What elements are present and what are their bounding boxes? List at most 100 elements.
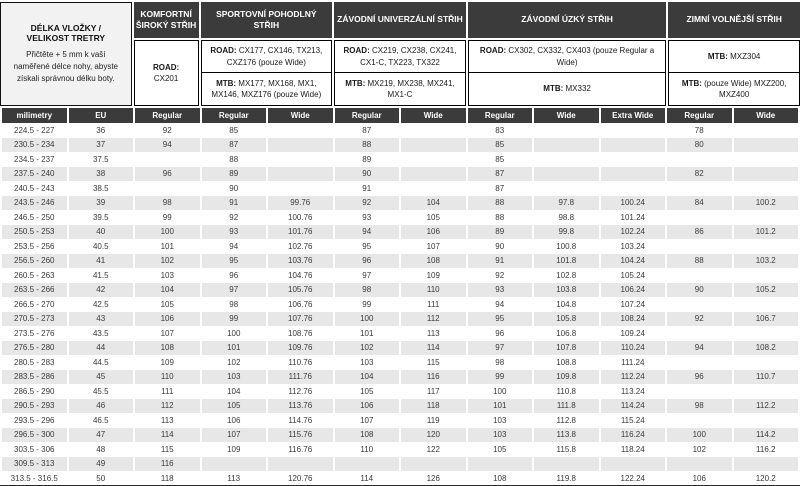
table-cell [733, 297, 798, 312]
table-row: 276.5 - 280 44 108 101 109.76 102 114 97 107.8 11… [2, 340, 798, 355]
column-header: Regular [201, 108, 266, 123]
table-cell: 49 [68, 456, 133, 471]
model-prefix: MTB: [543, 84, 564, 94]
table-cell: 106.8 [534, 326, 599, 341]
model-zavodni-univerzalni-road: ROAD: CX219, CX238, CX241, CX1-C, TX223,… [334, 40, 466, 73]
table-cell: 47 [68, 427, 133, 442]
table-cell: 111.8 [534, 398, 599, 413]
table-cell: 99 [467, 369, 532, 384]
table-cell: 111.76 [268, 369, 333, 384]
table-cell: 103 [201, 369, 266, 384]
table-cell: 112.2 [733, 398, 798, 413]
table-cell: 108 [467, 471, 532, 485]
table-cell: 110 [401, 282, 466, 297]
table-cell: 105.2 [733, 282, 798, 297]
model-zimni-mtb-bottom: MTB: (pouze Wide) MXZ200, MXZ400 [668, 73, 800, 106]
table-cell: 91 [467, 253, 532, 268]
table-cell: 93 [334, 210, 399, 225]
group-zimni-volnejsi-strih: ZIMNÍ VOLNĚJŠÍ STŘIH [668, 2, 800, 38]
table-cell: 40.5 [68, 239, 133, 254]
table-cell: 107 [401, 239, 466, 254]
table-cell: 87 [467, 181, 532, 196]
table-cell [534, 152, 599, 167]
table-cell: 104.24 [600, 253, 665, 268]
table-cell: 113.76 [268, 398, 333, 413]
table-cell: 108.24 [600, 311, 665, 326]
table-cell: 118.24 [600, 442, 665, 457]
table-cell: 90 [201, 181, 266, 196]
table-cell [401, 137, 466, 152]
column-header-row: milimetry EU Regular Regular Wide Regular Wide… [2, 108, 798, 123]
table-cell: 44.5 [68, 355, 133, 370]
table-row: 273.5 - 276 43.5 107 100 108.76 101 113 96 106.8… [2, 326, 798, 341]
table-body: 224.5 - 227 36 92 85 87 83 78 230.5 - 234 37 94 87… [2, 123, 798, 485]
table-cell: 94 [334, 224, 399, 239]
table-cell: 111 [135, 384, 200, 399]
table-cell: 99.8 [534, 224, 599, 239]
table-row: 253.5 - 256 40.5 101 94 102.76 95 107 90 100.8 10… [2, 239, 798, 254]
chart-header: DÉLKA VLOŽKY / VELIKOST TRETRY Přičtěte … [0, 0, 800, 106]
table-cell [733, 123, 798, 138]
table-cell: 94 [467, 297, 532, 312]
table-cell: 80 [667, 137, 732, 152]
table-cell: 99 [334, 297, 399, 312]
table-cell: 50 [68, 471, 133, 485]
table-cell: 101 [334, 326, 399, 341]
table-cell: 90 [667, 282, 732, 297]
table-row: 234.5 - 237 37.5 88 89 85 [2, 152, 798, 167]
table-row: 243.5 - 246 39 98 91 99.76 92 104 88 97.8 100.24 8… [2, 195, 798, 210]
table-cell [733, 152, 798, 167]
table-cell [667, 268, 732, 283]
table-cell: 106 [667, 471, 732, 485]
table-cell: 40 [68, 224, 133, 239]
table-row: 237.5 - 240 38 96 89 90 87 82 [2, 166, 798, 181]
table-row: 240.5 - 243 38.5 90 91 87 [2, 181, 798, 196]
table-cell: 120.76 [268, 471, 333, 485]
table-cell: 43.5 [68, 326, 133, 341]
table-cell [667, 152, 732, 167]
table-cell: 109 [401, 268, 466, 283]
model-zimni-mtb-top: MTB: MXZ304 [668, 40, 800, 73]
table-cell: 224.5 - 227 [2, 123, 67, 138]
table-cell: 106 [334, 398, 399, 413]
table-cell: 110.24 [600, 340, 665, 355]
table-cell: 93 [467, 282, 532, 297]
table-cell: 101 [467, 398, 532, 413]
table-cell: 88 [334, 137, 399, 152]
table-cell: 116.2 [733, 442, 798, 457]
table-row: 263.5 - 266 42 104 97 105.76 98 110 93 103.8 106.… [2, 282, 798, 297]
table-cell: 92 [667, 311, 732, 326]
info-note: Přičtěte + 5 mm k vaší naměřené délce no… [13, 50, 119, 83]
table-cell: 96 [135, 166, 200, 181]
table-cell: 106 [135, 311, 200, 326]
table-cell [334, 456, 399, 471]
table-cell: 116 [401, 369, 466, 384]
table-cell: 85 [201, 123, 266, 138]
table-cell: 122.24 [600, 471, 665, 485]
table-cell: 98 [334, 282, 399, 297]
table-cell: 100.24 [600, 195, 665, 210]
table-cell: 104.8 [534, 297, 599, 312]
table-cell: 104 [135, 282, 200, 297]
table-cell [600, 152, 665, 167]
model-list: CX219, CX238, CX241, CX1-C, TX223, TX322 [360, 46, 457, 67]
model-komfortni-road: ROAD: CX201 [133, 40, 199, 106]
column-header: Regular [467, 108, 532, 123]
table-cell: 91 [201, 195, 266, 210]
table-cell: 99 [135, 210, 200, 225]
table-cell: 103 [135, 268, 200, 283]
table-cell: 263.5 - 266 [2, 282, 67, 297]
table-cell: 113 [201, 471, 266, 485]
table-cell: 102.8 [534, 268, 599, 283]
table-cell [733, 166, 798, 181]
table-cell: 230.5 - 234 [2, 137, 67, 152]
table-cell [733, 384, 798, 399]
table-row: 286.5 - 290 45.5 111 104 112.76 105 117 100 110.… [2, 384, 798, 399]
table-cell: 97.8 [534, 195, 599, 210]
table-cell [268, 137, 333, 152]
table-cell: 98 [135, 195, 200, 210]
table-cell: 98 [667, 398, 732, 413]
table-cell: 101.76 [268, 224, 333, 239]
table-cell: 118 [401, 398, 466, 413]
